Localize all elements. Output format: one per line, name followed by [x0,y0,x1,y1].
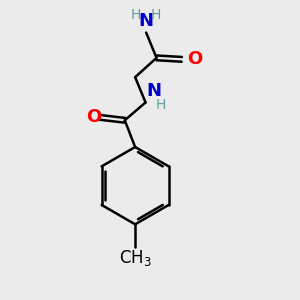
Text: H: H [151,8,161,22]
Text: N: N [146,82,161,100]
Text: N: N [139,12,154,30]
Text: O: O [86,108,102,126]
Text: H: H [130,8,141,22]
Text: CH$_3$: CH$_3$ [119,248,152,268]
Text: H: H [156,98,166,112]
Text: O: O [187,50,202,68]
